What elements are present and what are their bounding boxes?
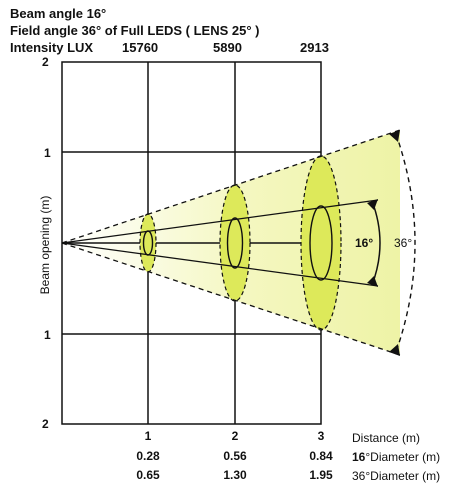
beam-angle-value: 16 [352,450,366,464]
field-angle-heading: Field angle 36° of Full LEDS ( LENS 25° … [10,23,260,38]
y-axis-label: Beam opening (m) [38,196,52,295]
field-angle-arc [395,133,416,353]
lux-value-1: 15760 [122,40,158,55]
inner-angle-label: 16° [355,236,373,250]
grid [61,61,322,425]
outer-angle-label: 36° [394,236,412,250]
beam-diameter-2: 0.56 [223,449,247,463]
field-arc-arrow-top [389,130,400,142]
field-ellipse-2m [219,184,251,302]
field-ellipse-1m [139,213,157,273]
beam-arc-arrow-top [367,199,378,210]
beam-ellipse-1m [142,230,154,256]
field-diameter-3: 1.95 [309,468,333,482]
beam-diameter-unit: °Diameter (m) [365,450,440,464]
beam-arc-arrow-bottom [367,276,378,287]
distance-tick-1: 1 [145,429,152,443]
distance-tick-2: 2 [232,429,239,443]
distance-tick-3: 3 [318,429,325,443]
y-tick-top-1: 1 [44,146,51,160]
beam-angle-heading: Beam angle 16° [10,6,106,21]
beam-ellipse-2m [226,217,244,269]
y-tick-top-2: 2 [42,55,49,69]
beam-edge-top [61,199,379,244]
y-tick-bottom-1: 1 [44,328,51,342]
beam-angle-arc [371,200,381,286]
beam-diameter-3: 0.84 [309,449,333,463]
lux-value-2: 5890 [213,40,242,55]
lux-value-3: 2913 [300,40,329,55]
beam-ellipse-3m [309,205,333,281]
beam-diameter-1: 0.28 [136,449,160,463]
y-tick-bottom-2: 2 [42,417,49,431]
field-diameter-2: 1.30 [223,468,247,482]
field-arc-arrow-bottom [389,344,400,356]
field-diameter-legend: 36°Diameter (m) [352,469,440,483]
intensity-label: Intensity LUX [10,40,93,55]
beam-diameter-legend: 16°Diameter (m) [352,450,440,464]
beam-edge-bottom [61,242,379,287]
field-diameter-1: 0.65 [136,468,160,482]
field-ellipse-3m [300,155,342,331]
distance-legend: Distance (m) [352,431,420,445]
